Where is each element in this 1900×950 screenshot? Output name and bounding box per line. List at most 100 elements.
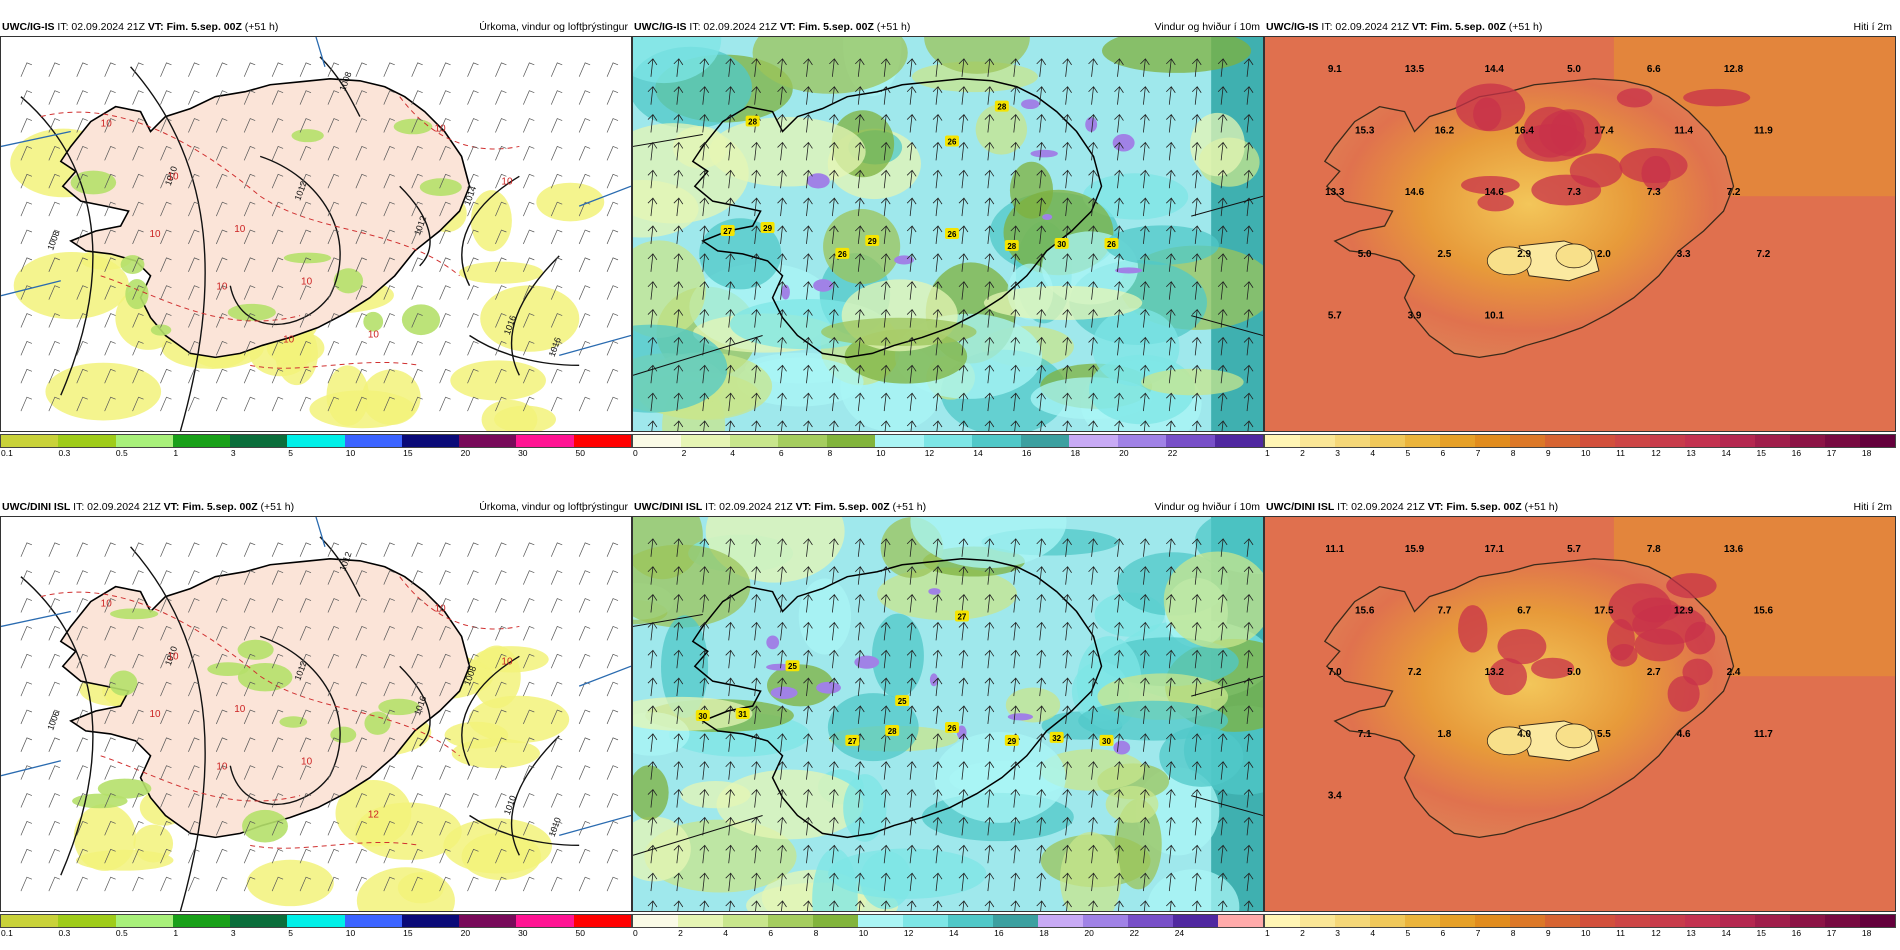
wind-barb [76, 821, 88, 836]
wind-map[interactable]: 28 28 26 27 29 26 29 26 28 30 26 [632, 36, 1264, 432]
wind-barb [578, 173, 591, 189]
isobar [399, 665, 431, 747]
gust-badge [695, 710, 710, 721]
wind-barb [411, 681, 423, 697]
wind-barb [271, 396, 284, 412]
wind-arrow [1088, 566, 1098, 585]
wind-arrow [958, 141, 969, 161]
wind-barb [523, 62, 535, 77]
legend-swatch [1475, 915, 1510, 927]
legend-swatch [344, 435, 402, 447]
wind-barb [550, 368, 563, 384]
wind-barb [606, 90, 619, 105]
wind-speed-area [823, 208, 901, 285]
wind-map[interactable]: 27 25 25 30 31 27 28 26 29 32 30 [632, 516, 1264, 912]
wind-barb [215, 62, 228, 77]
wind-barb [606, 368, 619, 384]
warm-area [1666, 573, 1717, 599]
temperature-map[interactable]: 11.1 15.9 17.1 5.7 7.8 13.6 15.6 7.7 6.7 17.5 12.9… [1264, 516, 1896, 912]
precip-map[interactable]: 1008 1010 1012 1014 1016 1008 1012 1016 10 10 10 10… [0, 36, 632, 432]
wind-arrow [699, 900, 710, 911]
legend-swatch [903, 915, 948, 927]
wind-arrow [855, 336, 865, 356]
precip-area [242, 809, 288, 843]
wind-arrow [1191, 733, 1202, 752]
wind-barb [383, 313, 395, 328]
precip-area [237, 662, 293, 692]
valid-time: VT: Fim. 5.sep. 00Z [1427, 501, 1522, 513]
wind-barb [215, 821, 228, 836]
wind-arrow [958, 197, 969, 217]
wind-barb [606, 201, 619, 217]
wind-arrow [803, 677, 813, 697]
wind-arrow [803, 392, 813, 412]
wind-arrow [777, 733, 787, 752]
wind-arrow [803, 113, 813, 133]
wind-arrow [751, 364, 761, 384]
wind-arrow [880, 621, 891, 641]
wind-arrow [647, 872, 658, 892]
wind-arrow [699, 733, 710, 752]
temperature-map[interactable]: 9.1 13.5 14.4 5.0 6.6 12.8 15.3 16.2 16.4 17.4 11.… [1264, 36, 1896, 432]
precip-area [73, 803, 136, 871]
wind-barb [327, 145, 340, 161]
wind-arrow [984, 141, 995, 161]
wind-arrow [1010, 197, 1021, 217]
precip-map[interactable]: 1006 1010 1012 1008 1010 1012 1016 1010 10 10 10 10… [0, 516, 632, 912]
wind-arrow [1243, 225, 1254, 244]
wind-barb [439, 653, 451, 669]
wind-arrow [1217, 225, 1228, 244]
wind-arrow [673, 169, 684, 189]
wind-barb [578, 765, 591, 780]
wind-barb [104, 145, 116, 161]
wind-arrow [1140, 872, 1150, 892]
wind-arrow [1088, 538, 1098, 557]
legend-label: 10 [858, 928, 869, 938]
precip-area [401, 304, 441, 336]
wind-barb [355, 201, 367, 217]
wind-arrow [673, 197, 684, 217]
legend-label: 3 [1335, 928, 1340, 938]
legend-label: 8 [813, 928, 819, 938]
wind-barb [523, 570, 535, 585]
contour-label: 10 [301, 757, 313, 768]
wind-arrow [829, 733, 839, 752]
wind-arrow [1191, 281, 1202, 300]
wind-arrow [1191, 761, 1202, 780]
gust-area [1112, 134, 1135, 152]
precip-area [237, 639, 274, 660]
wind-barb [20, 625, 33, 641]
legend-label: 15 [403, 448, 413, 458]
wind-arrow [699, 169, 710, 189]
wind-barb [550, 848, 563, 864]
legend-swatch [1790, 435, 1825, 447]
wind-barb [160, 201, 172, 217]
wind-arrow [1191, 705, 1202, 724]
wind-barb [132, 709, 144, 725]
wind-barb [578, 570, 591, 585]
wind-barb [215, 570, 228, 585]
temperature-value: 12.9 [1674, 606, 1694, 617]
wind-arrow [958, 113, 969, 133]
wind-arrow [829, 872, 839, 892]
legend-label: 12 [1651, 448, 1661, 458]
wind-arrow [1062, 113, 1072, 133]
wind-barb [550, 598, 563, 613]
wind-arrow [829, 621, 839, 641]
wind-speed-area [1060, 831, 1122, 911]
legend-swatch [681, 435, 730, 447]
wind-barb [355, 598, 367, 613]
wind-arrow [777, 705, 787, 724]
wind-barb [132, 118, 144, 133]
wind-barb [550, 229, 563, 245]
wind-arrow [803, 621, 813, 641]
wind-arrow [1036, 621, 1047, 641]
wind-barb [243, 145, 256, 161]
wind-arrow [777, 169, 787, 189]
gust-area [813, 279, 834, 292]
wind-arrow [1140, 86, 1150, 105]
wind-barb [188, 90, 200, 105]
wind-barb [578, 145, 591, 161]
gust-value: 28 [888, 727, 897, 736]
